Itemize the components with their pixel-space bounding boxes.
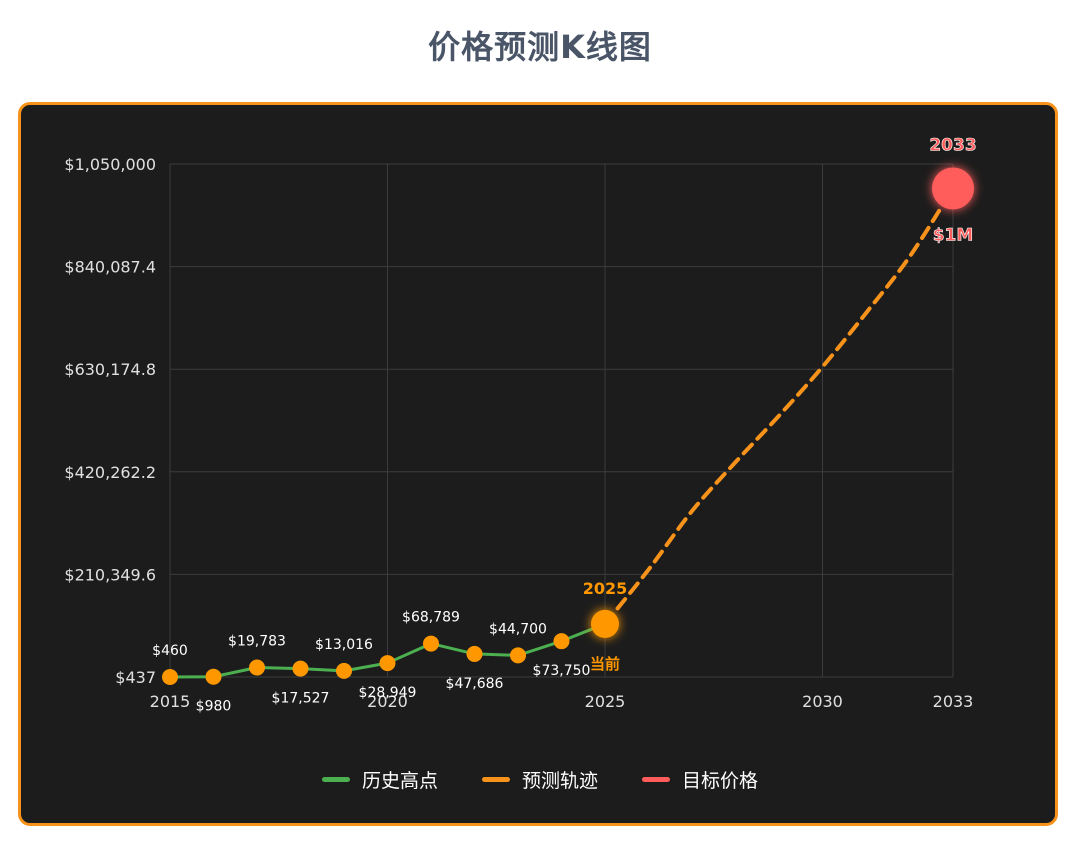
history-point xyxy=(292,660,309,677)
history-point xyxy=(553,633,570,650)
history-point xyxy=(205,668,222,685)
y-tick-label: $630,174.8 xyxy=(64,360,156,379)
data-label: $28,949 xyxy=(359,685,417,701)
y-tick-label: $840,087.4 xyxy=(64,258,156,277)
target-year-label: 2033 xyxy=(929,135,976,155)
data-labels: $460 $980 $19,783 $17,527 $13,016 $28,949 $68,… xyxy=(152,135,977,715)
current-price-point xyxy=(591,609,619,638)
legend-swatch-target xyxy=(642,777,670,782)
x-tick-label: 2015 xyxy=(150,692,191,711)
target-point xyxy=(932,167,974,210)
y-tick-label: $420,262.2 xyxy=(64,463,156,482)
data-label: $68,789 xyxy=(402,610,460,626)
history-point xyxy=(162,668,178,685)
history-point xyxy=(510,647,526,664)
data-label: $13,016 xyxy=(315,637,373,653)
current-year-label: 2025 xyxy=(583,579,628,598)
legend-item-history[interactable]: 历史高点 xyxy=(321,766,438,793)
page-title: 价格预测K线图 xyxy=(428,28,652,66)
legend-label-forecast: 预测轨迹 xyxy=(521,770,598,792)
legend-label-target: 目标价格 xyxy=(682,770,759,792)
data-label: $17,527 xyxy=(272,691,330,707)
target-price-label: $1M xyxy=(933,225,974,245)
history-point xyxy=(379,655,396,672)
x-tick-label: 2020 xyxy=(367,692,408,711)
history-point xyxy=(336,662,352,679)
y-tick-label: $210,349.6 xyxy=(64,565,156,584)
legend-item-forecast[interactable]: 预测轨迹 xyxy=(481,766,598,793)
axes: $437 $210,349.6 $420,262.2 $630,174.8 $840,0… xyxy=(64,155,973,711)
history-point xyxy=(249,659,265,676)
x-tick-label: 2025 xyxy=(585,692,626,711)
data-label: $980 xyxy=(196,699,232,715)
grid xyxy=(169,163,954,678)
data-label: $44,700 xyxy=(489,621,547,637)
history-point xyxy=(423,635,439,652)
data-label: $19,783 xyxy=(228,634,286,650)
series xyxy=(162,167,974,685)
legend: 历史高点 预测轨迹 目标价格 xyxy=(0,766,1080,793)
data-label: $460 xyxy=(152,643,188,659)
history-point xyxy=(466,645,483,662)
current-label: 当前 xyxy=(590,655,620,673)
data-label: $73,750 xyxy=(533,663,591,679)
x-tick-label: 2030 xyxy=(802,692,843,711)
data-label: $47,686 xyxy=(446,676,504,692)
legend-item-target[interactable]: 目标价格 xyxy=(642,766,758,793)
chart-panel xyxy=(18,102,1058,826)
y-tick-label: $1,050,000 xyxy=(64,155,156,174)
y-tick-label: $437 xyxy=(115,668,156,687)
legend-swatch-forecast xyxy=(481,777,510,782)
legend-label-history: 历史高点 xyxy=(361,770,438,792)
forecast-line xyxy=(603,186,955,626)
legend-swatch-history xyxy=(321,777,350,782)
x-tick-label: 2033 xyxy=(933,692,974,711)
